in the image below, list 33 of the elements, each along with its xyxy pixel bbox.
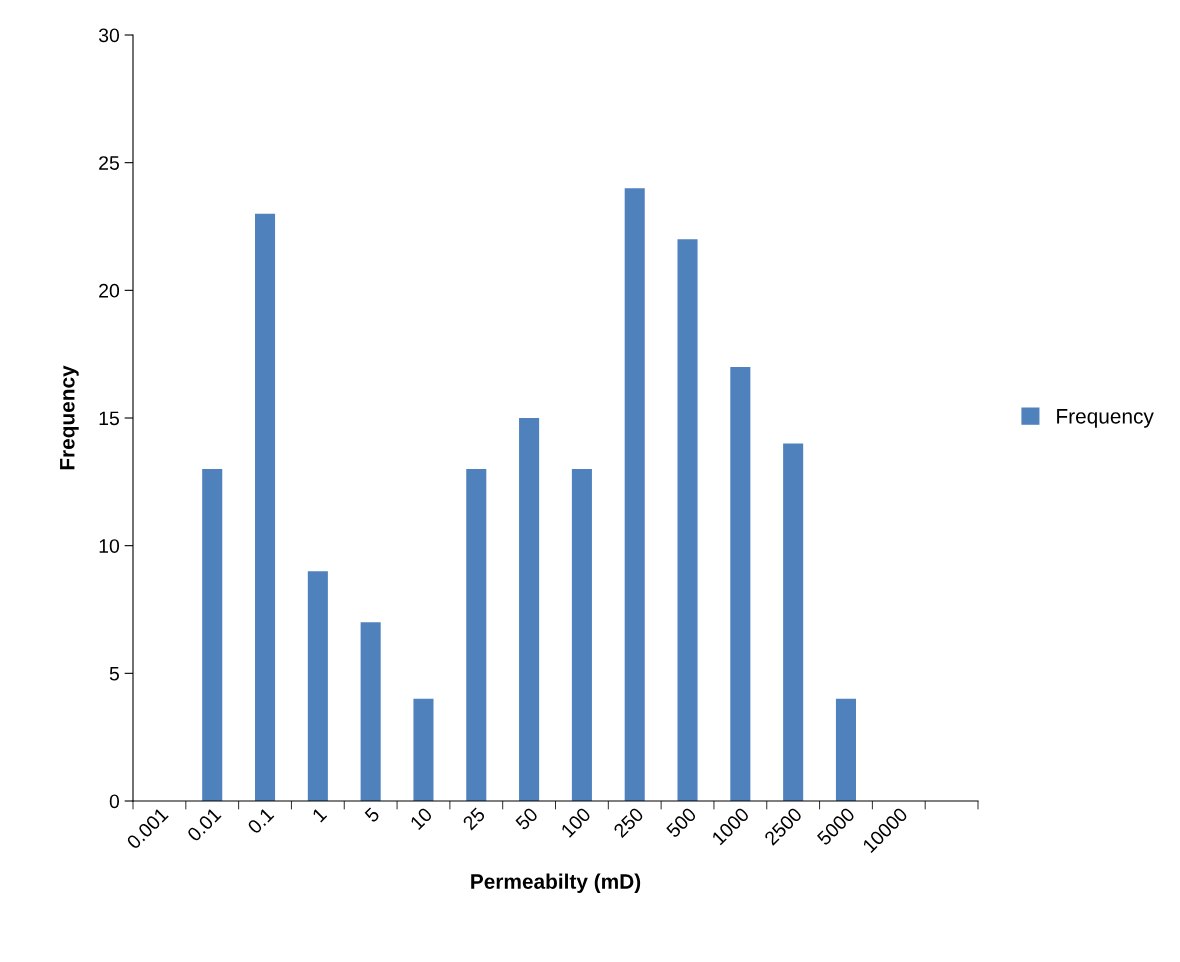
- bar: [624, 188, 645, 801]
- x-tick-label: 25: [462, 806, 486, 831]
- bar: [202, 469, 223, 801]
- y-tick-label: 0: [109, 794, 120, 809]
- y-tick-label: 30: [98, 28, 120, 43]
- x-tick-label: 0.1: [246, 806, 275, 835]
- x-tick-label: 100: [560, 806, 592, 838]
- bar: [466, 469, 487, 801]
- bar: [519, 418, 540, 801]
- y-axis-title: Frequency: [60, 365, 79, 470]
- x-tick-label: 50: [514, 806, 539, 831]
- bar: [677, 239, 698, 801]
- x-tick-label: 250: [612, 806, 645, 839]
- x-tick-label: 5: [364, 806, 381, 824]
- bar: [730, 366, 751, 801]
- x-tick-label: 0.01: [186, 806, 222, 843]
- y-tick-label: 5: [109, 667, 119, 681]
- legend-label: Frequency: [1057, 409, 1154, 428]
- bar: [255, 213, 276, 801]
- y-tick-label: 10: [99, 539, 120, 553]
- y-tick-label: 20: [99, 283, 120, 298]
- bar: [413, 698, 434, 801]
- bar: [571, 469, 592, 801]
- y-tick-label: 15: [99, 411, 119, 426]
- x-tick-label: 1: [311, 807, 328, 823]
- bar: [360, 622, 381, 801]
- x-axis-title: Permeabilty (mD): [471, 873, 641, 893]
- bar: [783, 443, 804, 801]
- x-tick-label: 10: [409, 806, 434, 831]
- bar: [835, 698, 856, 801]
- x-tick-label: 500: [665, 806, 698, 839]
- y-tick-label: 25: [99, 156, 119, 170]
- bar: [307, 571, 328, 801]
